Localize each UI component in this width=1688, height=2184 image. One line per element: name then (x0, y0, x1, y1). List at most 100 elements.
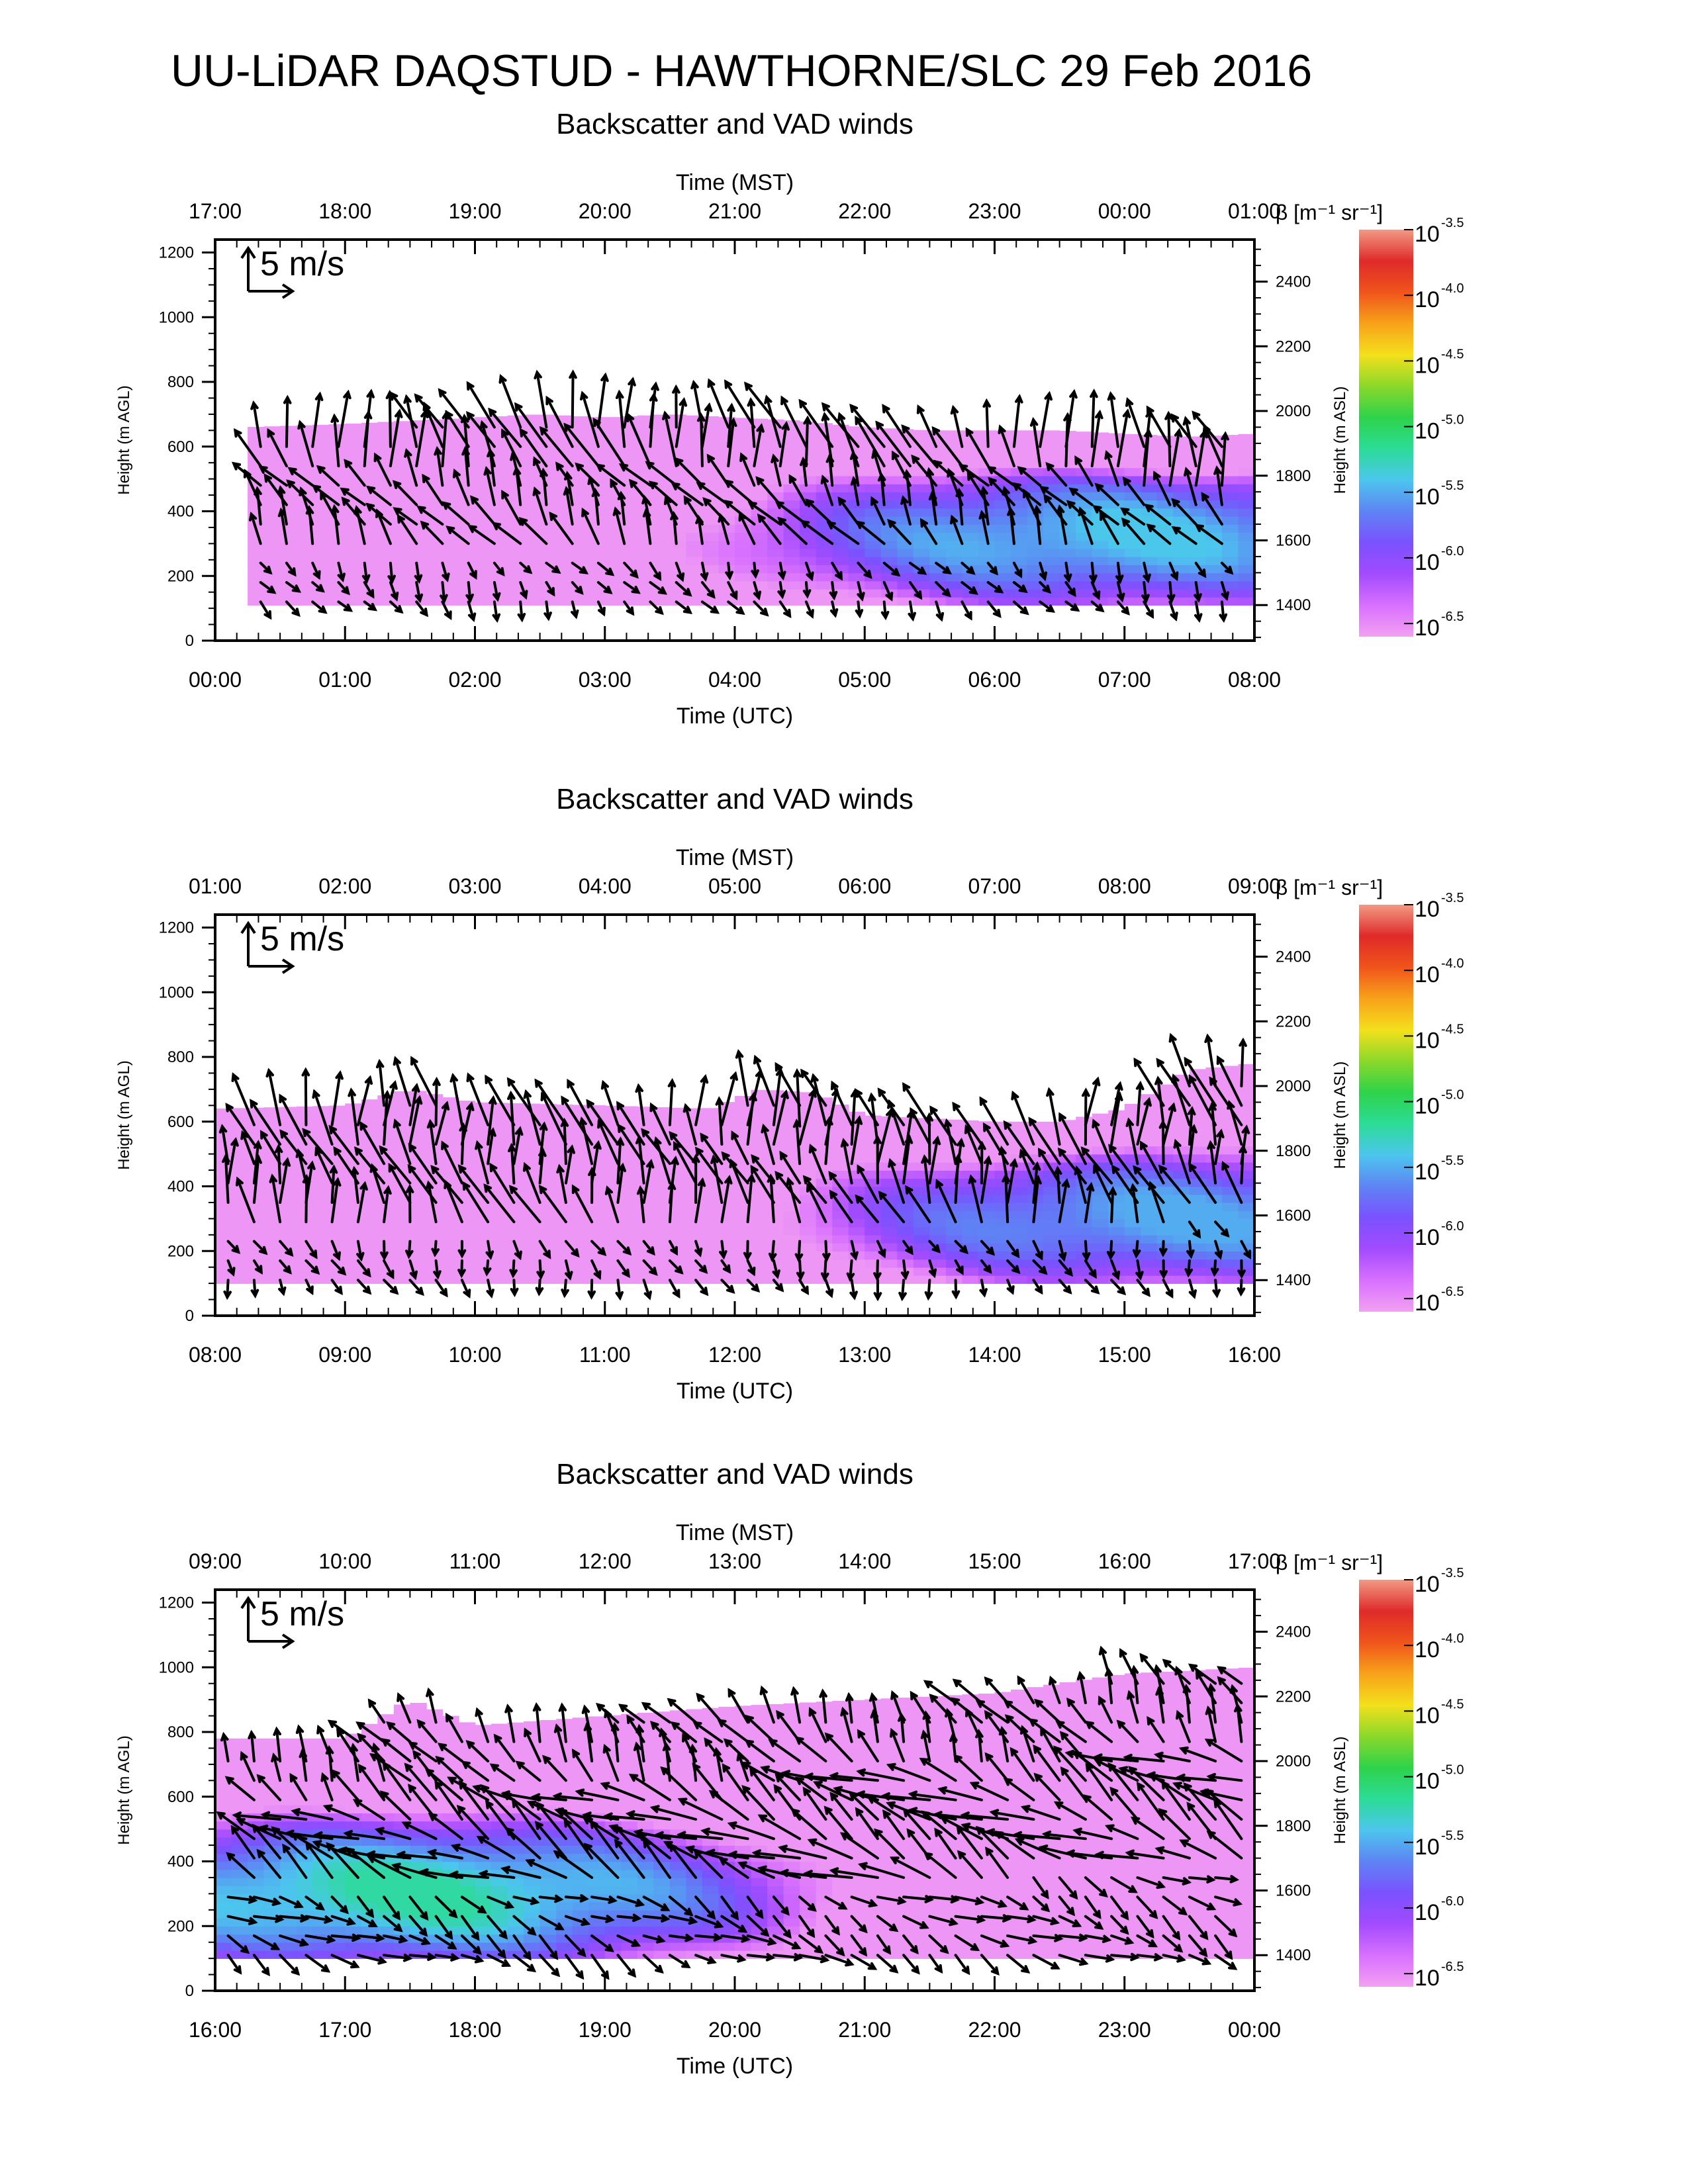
wind-arrow-350 (1220, 561, 1234, 575)
heatmap-cell-315 (426, 1105, 444, 1115)
wind-arrow-119 (564, 1240, 580, 1258)
heatmap-cell-873 (832, 1234, 849, 1244)
wind-arrow-207 (777, 516, 808, 545)
heatmap-cell-209 (361, 1194, 379, 1203)
heatmap-cell-411 (442, 1918, 459, 1927)
heatmap-cell-848 (832, 597, 849, 606)
heatmap-cell-36 (231, 1886, 248, 1895)
heatmap-cell-593 (637, 1267, 655, 1276)
wind-arrow-74 (467, 600, 477, 623)
wind-arrow-333 (1146, 523, 1172, 545)
wind-arrow-13 (225, 1103, 256, 1146)
wind-arrows (231, 369, 1234, 623)
wind-arrow-200 (771, 453, 782, 487)
heatmap-cell-193 (345, 1138, 362, 1147)
colorbar-tick-exponent-4: -5.5 (1441, 478, 1464, 493)
heatmap-cell-829 (800, 1210, 817, 1220)
heatmap-cell-457 (539, 1267, 557, 1276)
heatmap-cell-933 (718, 1869, 735, 1878)
wind-arrow-304 (1084, 1076, 1101, 1126)
heatmap-cell-595 (539, 1878, 557, 1886)
heatmap-cell-30 (231, 1210, 248, 1220)
heatmap-cell-862 (816, 1138, 833, 1147)
heatmap-cell-1005 (929, 1210, 947, 1220)
heatmap-cell-983 (735, 1723, 752, 1733)
heatmap-cell-724 (604, 1805, 622, 1813)
wind-arrow-96 (519, 561, 533, 574)
heatmap-cell-424 (507, 1161, 524, 1171)
colorbar-tick-exponent-0: -3.5 (1441, 891, 1464, 905)
heatmap-cell-934 (880, 1275, 898, 1284)
colorbar-tick-label-3: 10 (1415, 419, 1440, 444)
heatmap-cell-65 (248, 1878, 265, 1886)
heatmap-cell-193 (377, 524, 395, 533)
heatmap-cell-611 (539, 1748, 557, 1757)
heatmap-cell-1105 (1011, 1243, 1028, 1251)
heatmap-cell-1233 (1108, 524, 1125, 533)
wind-arrow-222 (855, 600, 864, 619)
wind-arrow-172 (720, 1259, 731, 1274)
heatmap-cell-145 (345, 540, 362, 549)
heatmap-cell-156 (296, 1821, 313, 1830)
heatmap-cell-446 (524, 1170, 541, 1179)
heatmap-cell-250 (393, 1243, 411, 1251)
heatmap-cell-929 (880, 492, 898, 501)
heatmap-cell-957 (897, 1259, 914, 1268)
heatmap-cell-838 (669, 1886, 687, 1895)
heatmap-cell-769 (751, 1113, 768, 1122)
heatmap-cell-617 (653, 1251, 671, 1260)
heatmap-cell-338 (442, 1113, 459, 1122)
heatmap-cell-311 (426, 1138, 444, 1147)
wind-arrow-163 (694, 1259, 708, 1274)
heatmap-cell-1113 (1011, 1178, 1028, 1187)
heatmap-cell-645 (669, 1203, 687, 1211)
heatmap-cell-14 (215, 1837, 232, 1846)
heatmap-cell-252 (410, 420, 427, 428)
wind-arrow-332 (1133, 1057, 1165, 1107)
heatmap-cell-23 (263, 597, 281, 606)
wind-arrow-165 (694, 1177, 706, 1224)
heatmap-cell-731 (735, 1226, 752, 1236)
bottom-tick-label-2: 02:00 (448, 668, 501, 692)
heatmap-cell-74 (263, 1210, 281, 1220)
heatmap-cell-606 (539, 1788, 557, 1797)
wind-arrow-190 (772, 1279, 784, 1293)
top-tick-label-4: 21:00 (708, 199, 761, 223)
heatmap-cell-612 (637, 1113, 655, 1122)
heatmap-cell-466 (459, 1722, 476, 1725)
heatmap-cell-977 (913, 1267, 931, 1276)
wind-arrow-347 (1170, 413, 1197, 448)
heatmap-cell-1145 (1043, 1243, 1060, 1251)
heatmap-cell-113 (280, 1942, 297, 1951)
heatmap-cell-1181 (1076, 588, 1093, 598)
heatmap-cell-700 (718, 467, 735, 477)
wind-arrow-310 (1080, 1146, 1113, 1185)
wind-arrow-138 (604, 1185, 620, 1224)
wind-arrow-259 (961, 581, 978, 595)
wind-arrow-159 (641, 1128, 671, 1165)
wind-arrow-127 (581, 507, 600, 545)
heatmap-cell-1207 (1092, 556, 1109, 565)
heatmap-cell-715 (604, 1878, 622, 1886)
heatmap-cell-684 (588, 1886, 606, 1895)
heatmap-cell-483 (572, 475, 589, 484)
wind-arrow-86 (441, 1140, 463, 1185)
heatmap-cell-749 (751, 1275, 768, 1284)
wind-arrow-277 (1012, 581, 1028, 594)
heatmap-cell-652 (572, 1901, 589, 1911)
heatmap-cell-516 (604, 597, 622, 606)
wind-arrow-309 (1092, 1163, 1113, 1204)
heatmap-cell-1397 (1238, 588, 1255, 598)
heatmap-cell-492 (588, 597, 606, 606)
heatmap-cell-296 (442, 435, 459, 444)
heatmap-cell-1218 (1092, 467, 1109, 477)
heatmap-cell-420 (539, 597, 557, 606)
heatmap-cell-899 (865, 556, 882, 565)
wind-arrow-344 (1184, 467, 1197, 506)
heatmap-cell-116 (280, 1918, 297, 1927)
heatmap-cell-838 (800, 1138, 817, 1147)
heatmap-cell-1251 (1124, 1234, 1142, 1244)
heatmap-cell-680 (702, 435, 720, 444)
heatmap-cell-686 (718, 580, 735, 590)
wind-arrow-272 (1006, 1279, 1015, 1295)
